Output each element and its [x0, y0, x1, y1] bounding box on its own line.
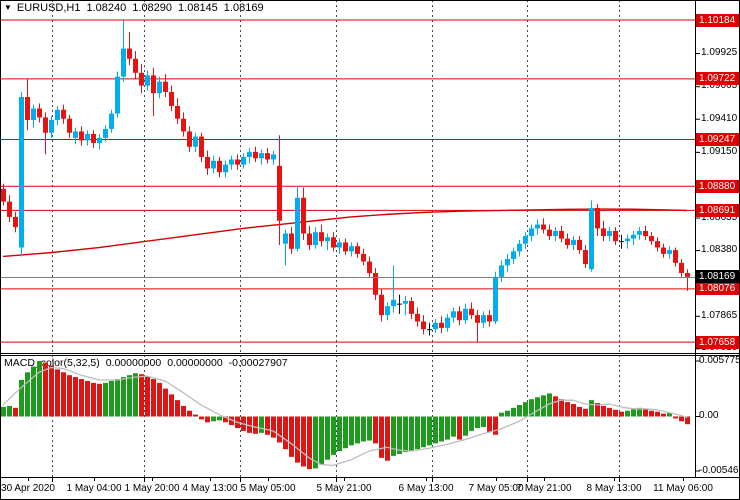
- high-value: 1.08290: [132, 2, 173, 14]
- time-axis-label: 7 May 21:00: [516, 483, 572, 494]
- current-price-label: 1.08169: [696, 270, 740, 284]
- price-level-label: 1.09247: [696, 133, 740, 146]
- price-level-label: 1.08691: [696, 203, 740, 217]
- price-level-label: 1.08076: [696, 282, 740, 296]
- macd-value-2: 0.00000000: [167, 357, 223, 369]
- time-axis-label: 4 May 13:00: [182, 483, 238, 494]
- price-level-label: 1.09722: [696, 72, 740, 86]
- symbol-period-label: EURUSD,H1: [16, 2, 81, 14]
- time-axis-label: 8 May 13:00: [586, 483, 642, 494]
- price-tick-label: 1.09665: [701, 80, 738, 92]
- open-value: 1.08240: [86, 2, 127, 14]
- time-axis-label: 6 May 13:00: [398, 483, 454, 494]
- time-axis-label: 30 Apr 2020: [1, 483, 55, 494]
- macd-value-1: 0.00000000: [105, 357, 162, 369]
- macd-axis-min-label: -0.005465: [699, 465, 740, 476]
- time-axis-label: 5 May 05:00: [240, 483, 296, 494]
- macd-value-3: -0.00027907: [228, 357, 288, 369]
- ohlc-header: ▼ EURUSD,H1 1.08240 1.08290 1.08145 1.08169: [4, 2, 264, 14]
- time-axis-label: 11 May 06:00: [653, 483, 713, 494]
- macd-indicator-label: MACD_color(5,32,5): [4, 357, 100, 369]
- price-tick-label: 1.07865: [701, 309, 738, 321]
- close-value: 1.08169: [223, 2, 264, 14]
- macd-header: MACD_color(5,32,5) 0.00000000 0.00000000 -0…: [4, 357, 288, 369]
- collapse-triangle-icon[interactable]: ▼: [4, 3, 12, 12]
- price-tick-label: 1.09925: [701, 47, 738, 59]
- time-axis-label: 5 May 21:00: [316, 483, 372, 494]
- macd-axis-max-label: 0.0057755: [699, 355, 740, 366]
- price-tick-label: 1.08635: [701, 211, 738, 223]
- low-value: 1.08145: [178, 2, 218, 14]
- time-axis-label: 1 May 20:00: [124, 483, 180, 494]
- price-level-label: 1.10184: [696, 13, 740, 27]
- price-tick-label: 1.09150: [701, 145, 738, 157]
- price-level-label: 1.08880: [696, 179, 740, 193]
- price-tick-label: 1.08380: [701, 244, 738, 256]
- time-axis-label: 1 May 04:00: [66, 483, 122, 494]
- price-level-label: 1.07658: [696, 335, 740, 349]
- time-axis-label: 7 May 05:00: [468, 483, 524, 494]
- price-tick-label: 1.09410: [701, 112, 738, 124]
- macd-axis-zero-label: 0.00: [699, 410, 719, 421]
